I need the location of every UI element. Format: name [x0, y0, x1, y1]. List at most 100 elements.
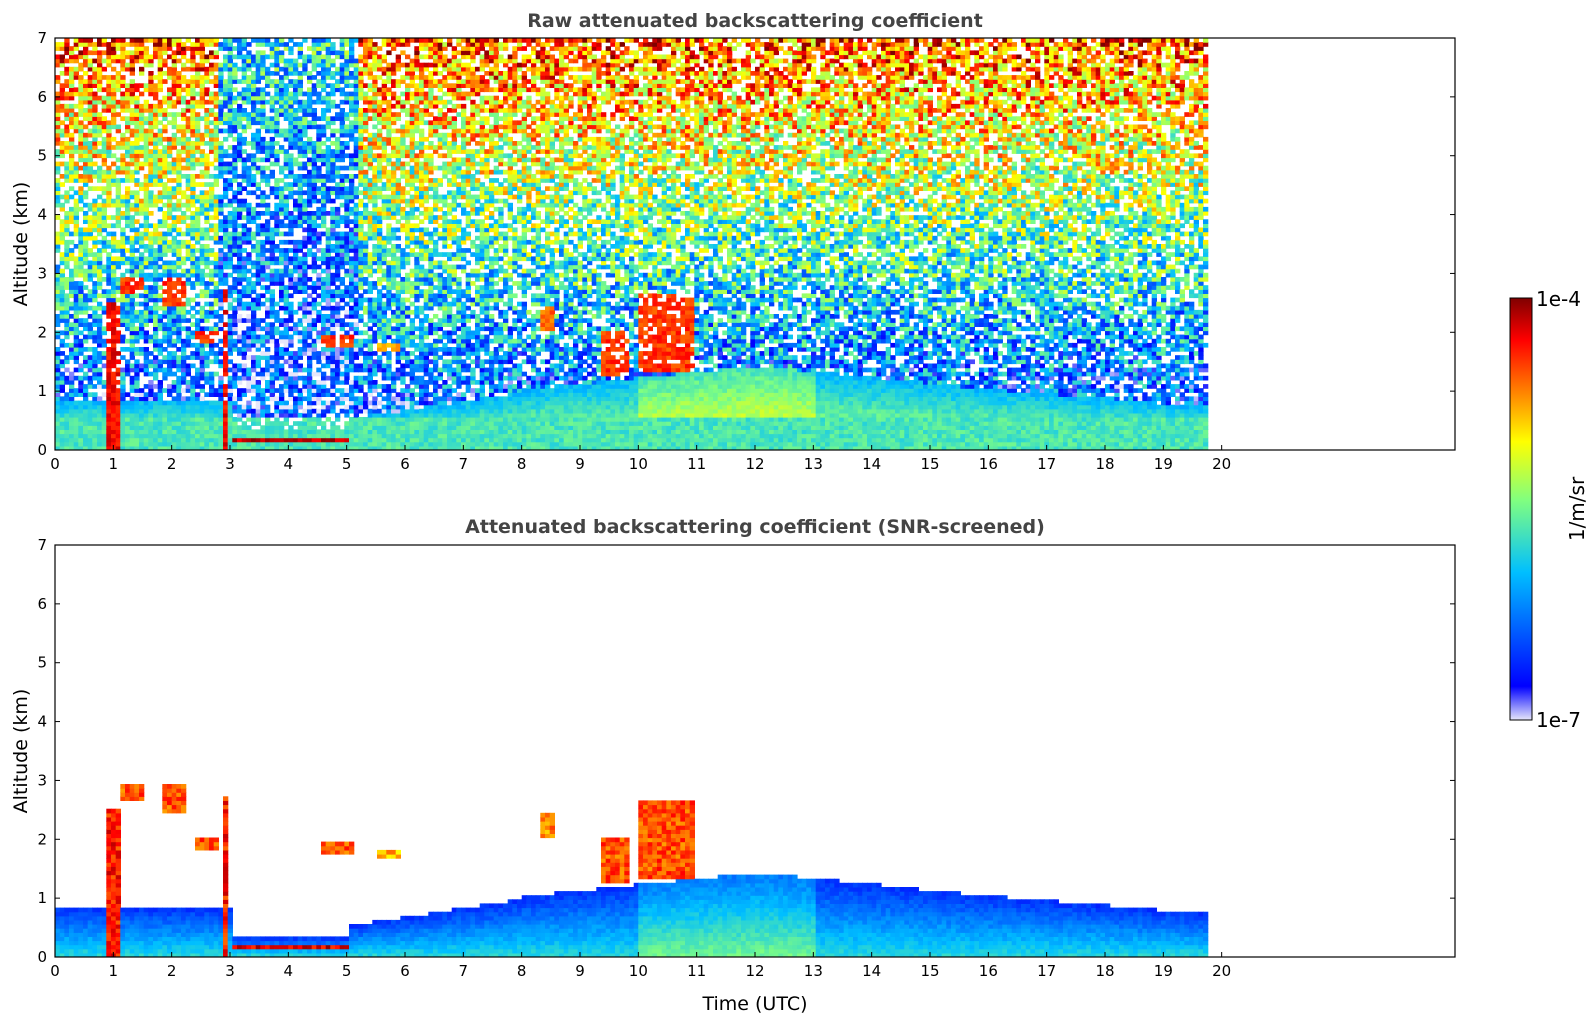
heatmap-cell	[59, 272, 65, 278]
heatmap-cell	[181, 95, 187, 101]
heatmap-cell	[255, 396, 261, 402]
heatmap-cell	[339, 305, 345, 311]
heatmap-cell	[218, 297, 224, 303]
heatmap-cell	[274, 363, 280, 369]
heatmap-cell	[153, 202, 159, 208]
heatmap-cell	[311, 281, 317, 286]
heatmap-cell	[55, 182, 61, 187]
heatmap-cell	[64, 404, 70, 410]
heatmap-cell	[251, 429, 257, 435]
heatmap-cell	[255, 99, 261, 105]
heatmap-cell	[190, 260, 196, 266]
heatmap-cell	[218, 318, 224, 323]
heatmap-cell	[209, 248, 215, 253]
heatmap-cell	[55, 161, 61, 167]
heatmap-cell	[251, 367, 257, 373]
heatmap-cell	[344, 380, 350, 385]
heatmap-cell	[260, 285, 266, 290]
heatmap-cell	[321, 322, 327, 327]
heatmap-cell	[97, 112, 103, 117]
heatmap-cell	[246, 429, 252, 435]
heatmap-cell	[218, 174, 224, 179]
heatmap-cell	[307, 75, 313, 80]
heatmap-cell	[78, 437, 84, 443]
heatmap-cell	[111, 421, 117, 426]
heatmap-cell	[227, 87, 233, 93]
heatmap-cell	[283, 330, 289, 336]
heatmap-cell	[162, 136, 168, 142]
heatmap-cell	[316, 58, 322, 64]
heatmap-cell	[255, 169, 261, 175]
heatmap-cell	[223, 334, 229, 340]
heatmap-cell	[265, 309, 271, 315]
heatmap-cell	[251, 289, 257, 294]
heatmap-cell	[330, 91, 336, 97]
heatmap-cell	[129, 297, 135, 303]
heatmap-cell	[92, 252, 98, 257]
heatmap-cell	[246, 380, 252, 385]
heatmap-cell	[111, 182, 117, 187]
heatmap-cell	[283, 116, 289, 121]
heatmap-cell	[143, 46, 149, 51]
heatmap-cell	[73, 46, 79, 51]
heatmap-cell	[209, 347, 215, 352]
heatmap-cell	[246, 445, 252, 450]
heatmap-cell	[120, 42, 126, 47]
heatmap-cell	[344, 388, 350, 393]
heatmap-cell	[279, 223, 285, 229]
heatmap-cell	[344, 145, 350, 150]
heatmap-cell	[349, 260, 355, 266]
heatmap-cell	[83, 149, 89, 154]
heatmap-cell	[237, 305, 243, 311]
heatmap-cell	[335, 66, 341, 72]
heatmap-cell	[78, 198, 84, 204]
heatmap-cell	[148, 91, 154, 97]
heatmap-cell	[321, 149, 327, 154]
heatmap-cell	[120, 95, 126, 101]
heatmap-cell	[97, 194, 103, 200]
heatmap-cell	[139, 206, 145, 212]
heatmap-cell	[246, 388, 252, 393]
heatmap-cell	[223, 178, 229, 183]
heatmap-cell	[293, 132, 299, 138]
heatmap-cell	[59, 277, 65, 282]
heatmap-cell	[344, 441, 350, 447]
heatmap-cell	[199, 445, 205, 450]
heatmap-cell	[190, 83, 196, 88]
heatmap-cell	[307, 371, 313, 377]
heatmap-cell	[153, 334, 159, 340]
heatmap-cell	[139, 161, 145, 167]
heatmap-cell	[143, 38, 149, 43]
heatmap-cell	[185, 384, 191, 389]
heatmap-cell	[134, 206, 140, 212]
heatmap-cell	[97, 95, 103, 101]
heatmap-cell	[330, 388, 336, 393]
heatmap-cell	[339, 355, 345, 360]
heatmap-cell	[111, 272, 117, 278]
heatmap-cell	[129, 83, 135, 88]
heatmap-cell	[83, 260, 89, 266]
heatmap-cell	[97, 260, 103, 266]
heatmap-cell	[143, 433, 149, 439]
heatmap-cell	[162, 71, 168, 76]
heatmap-cell	[87, 322, 93, 327]
heatmap-cell	[232, 417, 238, 422]
heatmap-cell	[307, 91, 313, 97]
heatmap-cell	[255, 256, 261, 262]
heatmap-cell	[335, 318, 341, 323]
heatmap-cell	[293, 112, 299, 117]
heatmap-cell	[111, 108, 117, 113]
heatmap-cell	[83, 355, 89, 360]
heatmap-cell	[302, 252, 308, 257]
heatmap-cell	[199, 388, 205, 393]
heatmap-cell	[353, 95, 359, 101]
heatmap-cell	[83, 408, 89, 414]
heatmap-cell	[111, 120, 117, 126]
heatmap-cell	[78, 149, 84, 154]
heatmap-cell	[73, 149, 79, 154]
heatmap-cell	[64, 433, 70, 439]
heatmap-cell	[227, 338, 233, 344]
heatmap-cell	[349, 244, 355, 249]
heatmap-cell	[171, 338, 177, 344]
heatmap-cell	[349, 128, 355, 134]
